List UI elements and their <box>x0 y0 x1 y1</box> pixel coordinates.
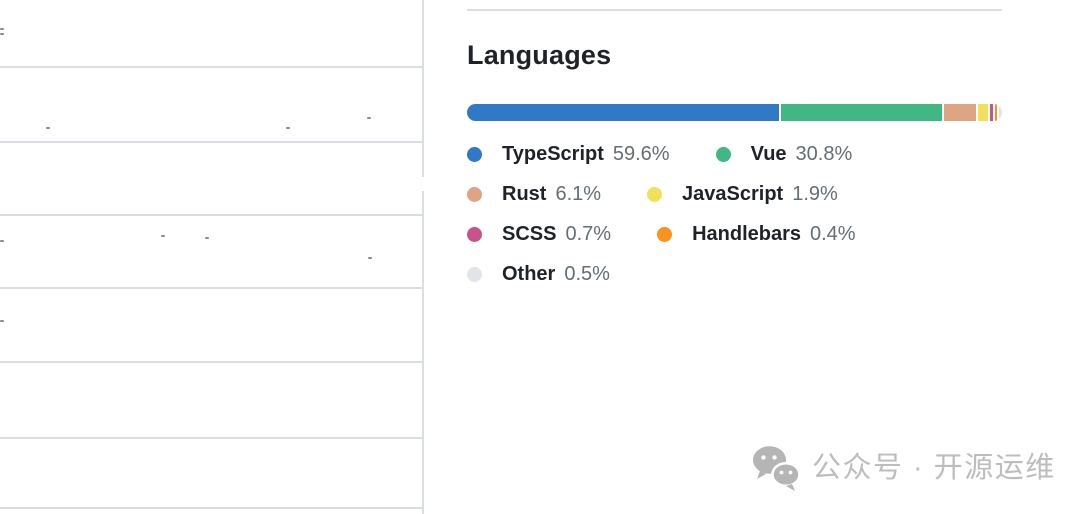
row-border <box>0 214 423 216</box>
languages-section: Languages TypeScript 59.6% Vue 30.8% Rust 6.1… <box>467 0 1002 514</box>
section-divider <box>467 9 1002 11</box>
language-percent: 59.6% <box>612 142 670 165</box>
legend-item-javascript[interactable]: JavaScript 1.9% <box>647 181 838 207</box>
legend-item-typescript[interactable]: TypeScript 59.6% <box>467 141 670 167</box>
bar-segment-typescript[interactable] <box>467 104 779 121</box>
language-name: SCSS <box>502 222 557 245</box>
text-remnant-speck <box>286 127 290 129</box>
language-name: TypeScript <box>502 142 604 165</box>
text-remnant-speck <box>46 127 50 129</box>
language-bar[interactable] <box>467 104 1002 121</box>
text-remnant-speck <box>0 33 4 35</box>
text-remnant-speck <box>0 320 4 322</box>
language-percent: 1.9% <box>792 182 838 205</box>
row-border <box>0 66 423 68</box>
wechat-icon <box>752 445 802 492</box>
language-name: Handlebars <box>692 222 801 245</box>
text-remnant-speck <box>0 240 4 242</box>
bar-segment-scss[interactable] <box>989 104 994 121</box>
text-remnant-speck <box>205 237 209 239</box>
watermark: 公众号 · 开源运维 <box>752 443 1056 493</box>
row-border <box>0 287 423 289</box>
row-border <box>0 141 423 143</box>
left-panel <box>0 0 430 514</box>
language-name: Other <box>502 262 556 285</box>
language-name: Rust <box>502 182 547 205</box>
language-dot-icon <box>467 186 482 202</box>
text-remnant-speck <box>367 117 371 119</box>
legend-item-vue[interactable]: Vue 30.8% <box>715 141 853 167</box>
language-name: JavaScript <box>682 182 784 205</box>
language-legend: TypeScript 59.6% Vue 30.8% Rust 6.1% JavaScrip… <box>467 141 929 287</box>
row-border <box>0 361 423 363</box>
panel-right-border <box>422 191 424 514</box>
language-percent: 0.7% <box>565 222 612 245</box>
bar-segment-vue[interactable] <box>780 104 942 121</box>
legend-item-other[interactable]: Other 0.5% <box>467 261 610 287</box>
legend-item-scss[interactable]: SCSS 0.7% <box>467 221 611 247</box>
language-percent: 0.5% <box>564 262 610 285</box>
language-dot-icon <box>467 226 482 242</box>
row-border <box>0 507 423 509</box>
language-dot-icon <box>657 226 673 242</box>
language-percent: 0.4% <box>810 222 856 245</box>
bar-segment-javascript[interactable] <box>977 104 988 121</box>
text-remnant-speck <box>161 235 165 237</box>
language-dot-icon <box>467 146 482 162</box>
watermark-text: 公众号 · 开源运维 <box>812 452 1056 484</box>
languages-heading: Languages <box>467 40 612 70</box>
legend-item-rust[interactable]: Rust 6.1% <box>467 181 601 207</box>
language-dot-icon <box>647 186 663 202</box>
row-border <box>0 437 423 439</box>
bar-segment-other[interactable] <box>999 104 1002 121</box>
language-name: Vue <box>750 142 787 165</box>
legend-item-handlebars[interactable]: Handlebars 0.4% <box>657 221 856 247</box>
language-percent: 6.1% <box>555 182 602 205</box>
text-remnant-speck <box>368 257 372 259</box>
bar-segment-handlebars[interactable] <box>995 104 998 121</box>
bar-segment-rust[interactable] <box>943 104 976 121</box>
language-dot-icon <box>715 146 731 162</box>
language-percent: 30.8% <box>795 142 853 165</box>
panel-right-border <box>422 0 424 177</box>
language-dot-icon <box>467 266 482 282</box>
text-remnant-speck <box>0 28 4 30</box>
